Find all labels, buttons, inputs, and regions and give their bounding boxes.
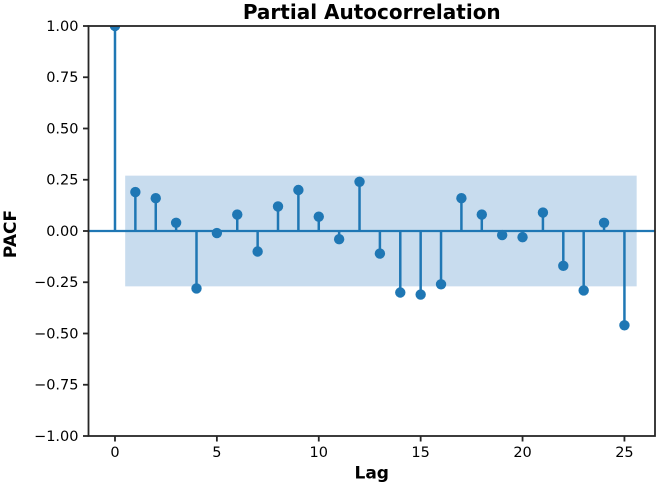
- x-tick-label: 5: [212, 445, 221, 461]
- y-tick-label: 1.00: [46, 19, 78, 35]
- stems-layer: [109, 26, 630, 331]
- marker-lag-18: [476, 209, 487, 220]
- marker-lag-1: [130, 186, 141, 198]
- marker-lag-9: [293, 184, 304, 196]
- marker-lag-2: [150, 193, 161, 204]
- y-tick-label: −0.50: [34, 326, 78, 342]
- marker-lag-25: [619, 320, 630, 331]
- y-tick-label: 0.50: [46, 121, 78, 137]
- marker-lag-16: [435, 279, 447, 290]
- marker-lag-4: [191, 283, 202, 294]
- x-axis-label: Lag: [355, 464, 389, 484]
- marker-lag-19: [496, 229, 508, 241]
- marker-lag-7: [252, 246, 263, 257]
- marker-lag-8: [272, 201, 284, 212]
- y-tick-label: 0.00: [46, 224, 78, 240]
- y-tick-label: −0.75: [34, 378, 78, 394]
- y-tick-label: −1.00: [34, 429, 78, 445]
- marker-lag-21: [537, 207, 549, 218]
- marker-lag-22: [558, 260, 569, 272]
- x-tick-label: 15: [411, 445, 429, 461]
- marker-lag-23: [578, 285, 589, 296]
- marker-lag-12: [354, 176, 365, 187]
- y-tick-label: 0.25: [46, 173, 78, 189]
- marker-lag-17: [456, 193, 467, 204]
- chart-title: Partial Autocorrelation: [243, 0, 501, 24]
- marker-lag-0: [109, 26, 121, 32]
- x-tick-label: 20: [513, 445, 531, 461]
- marker-lag-6: [232, 209, 243, 220]
- x-tick-label: 10: [310, 445, 328, 461]
- y-axis-label: PACF: [1, 210, 21, 258]
- y-tick-label: 0.75: [46, 70, 78, 86]
- axis-ticks-layer: 1.00 0.75 0.50 0.25 0.00 −0.25 −0.50 −0.75 −1.00…: [34, 19, 634, 461]
- marker-lag-13: [374, 248, 386, 259]
- marker-lag-11: [333, 234, 345, 245]
- marker-lag-24: [598, 217, 610, 228]
- marker-lag-5: [211, 227, 223, 239]
- marker-lag-14: [395, 287, 406, 298]
- marker-lag-15: [415, 289, 426, 300]
- marker-lag-3: [170, 217, 182, 228]
- marker-lag-20: [517, 231, 528, 243]
- x-tick-label: 0: [110, 445, 119, 461]
- y-tick-label: −0.25: [34, 275, 78, 291]
- x-tick-label: 25: [615, 445, 633, 461]
- marker-lag-10: [313, 211, 324, 222]
